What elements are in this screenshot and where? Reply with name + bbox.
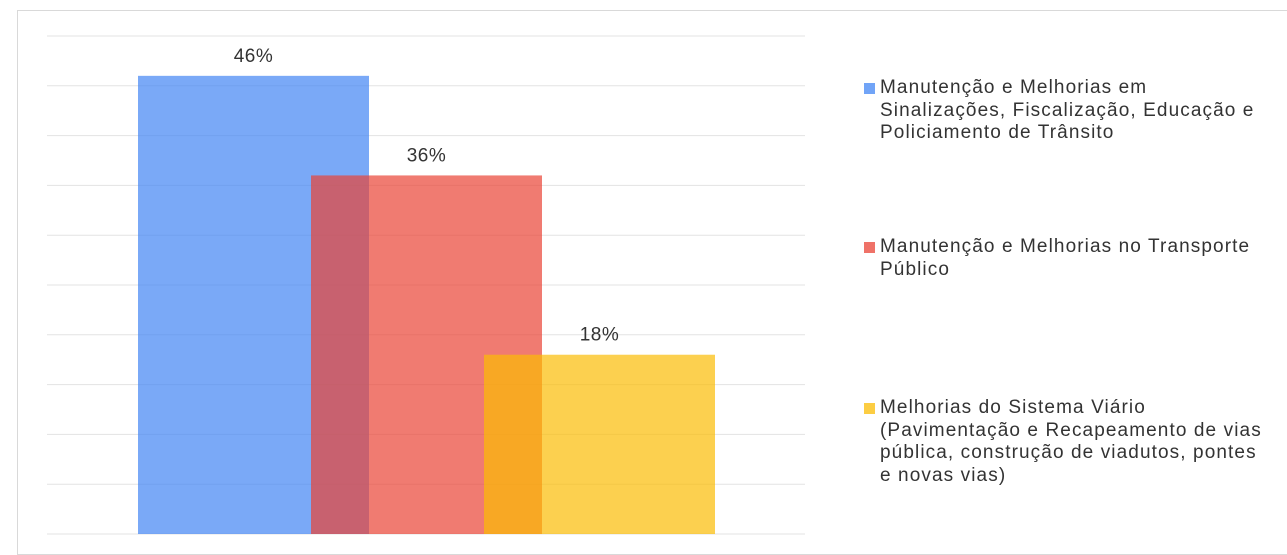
legend-label: Manutenção e Melhorias no Transporte Púb… bbox=[880, 236, 1251, 280]
bar bbox=[484, 354, 715, 534]
data-label: 18% bbox=[580, 325, 620, 346]
legend-entry: Manutenção e Melhorias em Sinalizações, … bbox=[864, 77, 1264, 145]
legend-swatch bbox=[864, 83, 875, 94]
legend-entry: Melhorias do Sistema Viário (Pavimentaçã… bbox=[864, 397, 1264, 487]
legend-entry: Manutenção e Melhorias no Transporte Púb… bbox=[864, 236, 1264, 281]
data-label: 46% bbox=[234, 46, 274, 67]
legend-swatch bbox=[864, 242, 875, 253]
data-label: 36% bbox=[407, 145, 447, 166]
legend-label: Manutenção e Melhorias em Sinalizações, … bbox=[880, 77, 1255, 143]
legend-swatch bbox=[864, 403, 875, 414]
legend-label: Melhorias do Sistema Viário (Pavimentaçã… bbox=[880, 397, 1262, 486]
